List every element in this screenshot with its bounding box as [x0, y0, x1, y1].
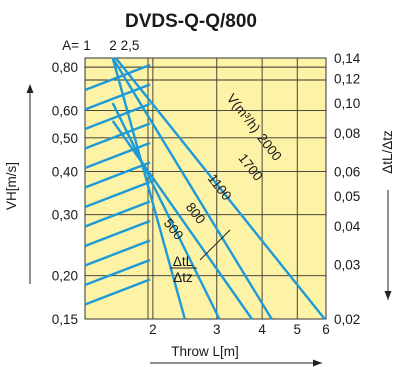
a-tick-label: 2	[109, 38, 117, 53]
series-line-1100	[111, 120, 253, 320]
y-tick-label: 0,40	[52, 164, 78, 179]
ratio-label-den: Δtz	[173, 270, 193, 285]
a-hatch-line	[84, 278, 151, 306]
x-tick-label: 4	[258, 322, 266, 337]
ratio-label-num: ΔtL	[173, 254, 194, 269]
x-axis-label: Throw L[m]	[171, 344, 239, 359]
a-hatch-line	[84, 141, 151, 170]
y-tick-label: 0,15	[52, 312, 78, 327]
y2-tick-label: 0,04	[334, 219, 361, 234]
a-hatch-line	[84, 258, 151, 287]
series-line-800	[111, 102, 221, 320]
a-hatch-line	[84, 180, 151, 209]
flow-curves	[111, 57, 326, 320]
y-tick-label: 0,80	[52, 60, 78, 75]
y2-tick-label: 0,03	[334, 258, 360, 273]
x-tick-label: 3	[213, 322, 221, 337]
a-label: A=	[62, 38, 79, 53]
x-axis-arrowhead	[313, 359, 322, 367]
axis-labels: Throw L[m] VH[m/s] ΔtL/Δtz	[4, 84, 395, 367]
ratio-pointer	[199, 229, 231, 261]
y-tick-label: 0,60	[52, 103, 78, 118]
chart-title: DVDS-Q-Q/800	[125, 11, 257, 32]
a-hatch-line	[84, 122, 151, 150]
y2-tick-label: 0,02	[334, 312, 360, 327]
a-hatch-line	[84, 102, 151, 131]
series-line-2000	[114, 57, 326, 320]
y2-axis-label: ΔtL/Δtz	[380, 130, 395, 174]
y2-tick-label: 0,08	[334, 126, 360, 141]
a-hatch-line	[84, 239, 151, 267]
y-tick-label: 0,20	[52, 269, 78, 284]
y-axis-label: VH[m/s]	[4, 162, 19, 210]
y2-tick-label: 0,06	[334, 165, 360, 180]
axes: 2 3 4 5 6 0,15 0,20 0,30 0,40 0,50 0,60 0,80 0,02 0,0…	[52, 38, 361, 337]
series-line-1700	[111, 57, 273, 320]
y2-tick-label: 0,14	[334, 51, 361, 66]
y2-axis-arrowhead	[384, 291, 392, 300]
y2-tick-label: 0,10	[334, 96, 360, 111]
y2-tick-label: 0,12	[334, 72, 360, 87]
a-hatch-line	[84, 219, 151, 248]
y2-tick-label: 0,05	[334, 189, 360, 204]
y-tick-label: 0,50	[52, 131, 78, 146]
a-hatch-line	[84, 200, 151, 228]
a-tick-label: 2,5	[121, 38, 140, 53]
series-line-500	[111, 57, 187, 320]
y-axis-arrowhead	[26, 84, 34, 93]
a-tick-label: 1	[83, 38, 91, 53]
x-tick-label: 6	[322, 322, 330, 337]
a-hatch-line	[84, 161, 151, 189]
y-tick-label: 0,30	[52, 208, 78, 223]
x-tick-label: 5	[294, 322, 302, 337]
plot-area	[84, 57, 327, 320]
x-tick-label: 2	[149, 322, 157, 337]
